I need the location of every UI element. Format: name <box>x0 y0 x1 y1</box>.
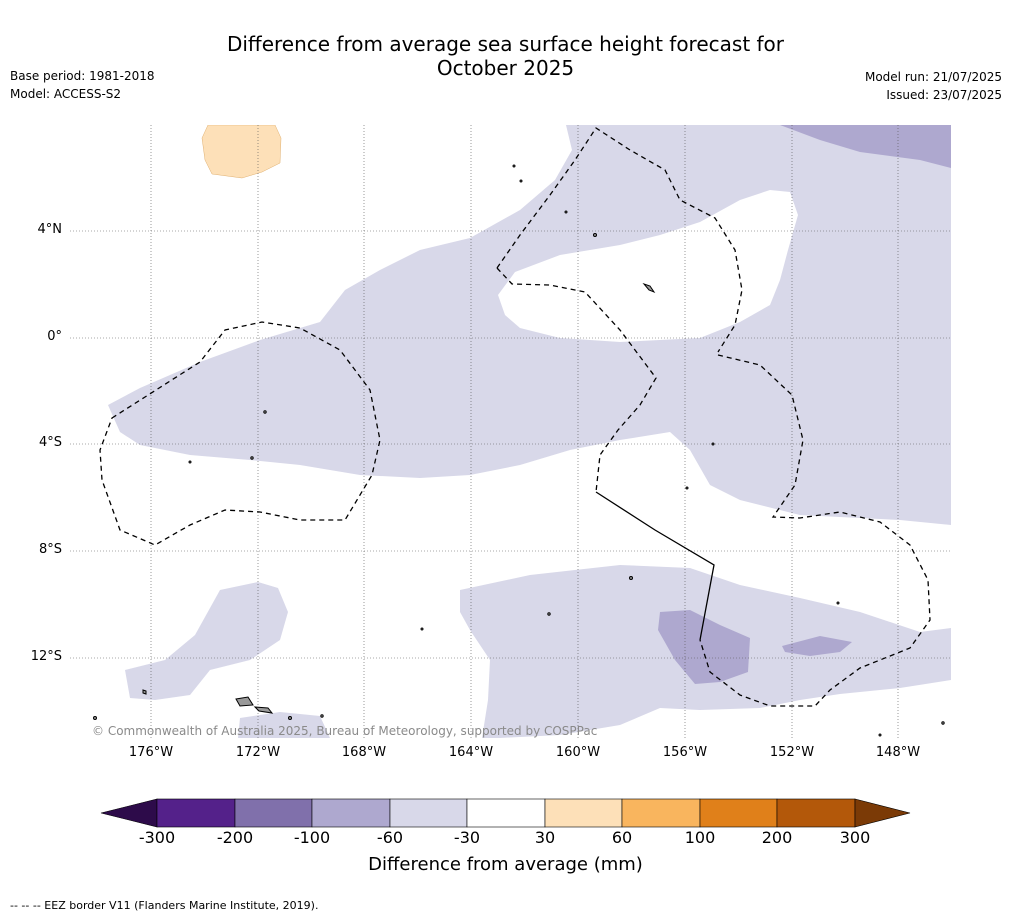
colorbar-bin-8 <box>699 798 778 828</box>
lon-label-172w: 172°W <box>235 745 281 760</box>
map-title-line1: Difference from average sea surface heig… <box>226 32 785 56</box>
island-dot-4 <box>593 233 597 237</box>
base-period-text: Base period: 1981-2018 <box>10 69 155 83</box>
copyright-text: © Commonwealth of Australia 2025, Bureau… <box>92 724 598 738</box>
lon-label-148w: 148°W <box>875 745 921 760</box>
lon-label-156w: 156°W <box>662 745 708 760</box>
colorbar-bin-6 <box>544 798 623 828</box>
lon-label-160w: 160°W <box>555 745 601 760</box>
island-kiritimati <box>642 282 656 294</box>
colorbar <box>100 798 911 828</box>
island-dot-17 <box>941 721 945 725</box>
lat-label-4s: 4°S <box>38 435 62 450</box>
lon-label-164w: 164°W <box>448 745 494 760</box>
anomaly-region-medium-purple-south <box>658 610 750 684</box>
anomaly-region-medium-purple-southeast <box>782 636 852 656</box>
island-dot-15 <box>519 179 523 183</box>
eez-border-line-islands-north <box>496 127 743 353</box>
island-dot-2 <box>250 456 254 460</box>
island-dot-7 <box>629 576 633 580</box>
lat-label-8s: 8°S <box>38 542 62 557</box>
anomaly-region-medium-purple-northeast <box>780 125 951 168</box>
colorbar-tick-30: 30 <box>534 828 556 847</box>
colorbar-extend-high <box>854 798 911 828</box>
eez-border-phoenix-islands <box>99 321 381 546</box>
island-dot-10 <box>288 716 292 720</box>
colorbar-tick-neg100: -100 <box>293 828 331 847</box>
eez-borders <box>99 127 931 707</box>
colorbar-tick-200: 200 <box>761 828 793 847</box>
colorbar-label: Difference from average (mm) <box>368 854 643 875</box>
lat-label-4n: 4°N <box>37 222 63 237</box>
island-dot-11 <box>320 714 324 718</box>
colorbar-tick-neg60: -60 <box>376 828 404 847</box>
anomaly-region-light-purple-bottom <box>238 712 330 738</box>
colorbar-tick-neg200: -200 <box>216 828 254 847</box>
colorbar-tick-300: 300 <box>839 828 871 847</box>
lon-label-152w: 152°W <box>769 745 815 760</box>
island-dot-5 <box>711 442 715 446</box>
island-dot-14 <box>512 164 516 168</box>
island-dot-16 <box>564 210 568 214</box>
anomaly-region-light-orange <box>201 125 282 179</box>
island-dot-13 <box>836 601 840 605</box>
colorbar-bin-3 <box>311 798 391 828</box>
eez-border-line-islands-central <box>496 267 657 493</box>
island-dot-6 <box>685 486 689 490</box>
colorbar-tick-neg300: -300 <box>138 828 176 847</box>
colorbar-bin-2 <box>234 798 313 828</box>
island-samoa-west <box>235 696 254 707</box>
map-title-line2: October 2025 <box>436 56 575 80</box>
model-run-text: Model run: 21/07/2025 <box>864 70 1002 84</box>
anomaly-region-light-purple-southwest <box>125 582 288 700</box>
island-dot-1 <box>263 410 267 414</box>
eez-footnote: -- -- -- EEZ border V11 (Flanders Marine… <box>10 899 319 912</box>
colorbar-tick-100: 100 <box>684 828 716 847</box>
map-gridlines <box>70 125 951 738</box>
lat-label-0: 0° <box>47 329 62 344</box>
island-dot-9 <box>420 627 424 631</box>
islands <box>93 164 945 737</box>
sea-level-map <box>70 125 951 738</box>
model-text: Model: ACCESS-S2 <box>10 87 122 101</box>
island-dot-3 <box>188 460 192 464</box>
colorbar-bin-4 <box>389 798 468 828</box>
lon-label-176w: 176°W <box>128 745 174 760</box>
island-dot-8 <box>547 612 551 616</box>
colorbar-tick-60: 60 <box>611 828 633 847</box>
island-dot-18 <box>878 733 882 737</box>
island-swains <box>142 689 147 695</box>
issued-text: Issued: 23/07/2025 <box>886 88 1002 102</box>
lat-label-12s: 12°S <box>30 649 62 664</box>
lon-label-168w: 168°W <box>341 745 387 760</box>
colorbar-bin-9 <box>776 798 856 828</box>
colorbar-bin-1 <box>156 798 236 828</box>
eez-border-solid <box>595 491 715 641</box>
colorbar-bin-5 <box>466 798 546 828</box>
anomaly-region-neutral-east <box>498 190 798 342</box>
island-dot-12 <box>93 716 97 720</box>
colorbar-tick-neg30: -30 <box>453 828 481 847</box>
island-samoa-east <box>253 706 274 714</box>
colorbar-extend-low <box>100 798 158 828</box>
colorbar-bin-7 <box>621 798 701 828</box>
